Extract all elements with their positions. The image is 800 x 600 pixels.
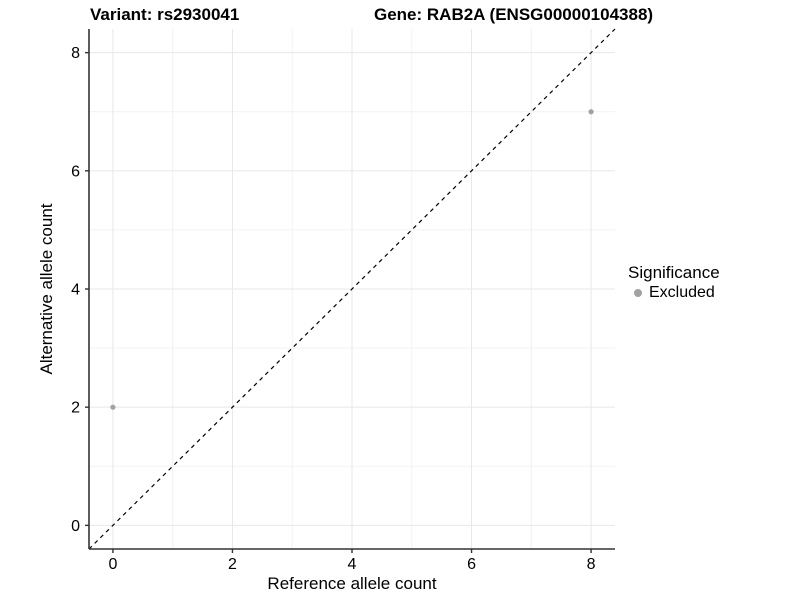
x-tick-label: 2 xyxy=(228,556,237,573)
identity-line xyxy=(88,28,616,550)
data-point xyxy=(110,404,116,410)
legend-item-label: Excluded xyxy=(649,284,715,301)
x-axis-title: Reference allele count xyxy=(267,574,437,593)
x-tick-label: 4 xyxy=(348,556,357,573)
y-axis-title: Alternative allele count xyxy=(37,203,56,375)
plot-title-gene: Gene: RAB2A (ENSG00000104388) xyxy=(374,5,654,24)
legend-title: Significance xyxy=(628,263,720,282)
y-tick-label: 0 xyxy=(71,518,80,535)
data-point xyxy=(588,109,594,115)
legend: Significance Excluded xyxy=(628,263,720,302)
x-tick-label: 6 xyxy=(467,556,476,573)
legend-item-excluded: Excluded xyxy=(628,284,720,302)
x-tick-label: 8 xyxy=(587,556,596,573)
y-tick-label: 6 xyxy=(71,163,80,180)
excluded-point-swatch-icon xyxy=(634,289,642,297)
y-tick-label: 8 xyxy=(71,45,80,62)
y-tick-label: 4 xyxy=(71,282,80,299)
x-tick-label: 0 xyxy=(108,556,117,573)
y-tick-label: 2 xyxy=(71,400,80,417)
plot-title-variant: Variant: rs2930041 xyxy=(90,5,240,24)
